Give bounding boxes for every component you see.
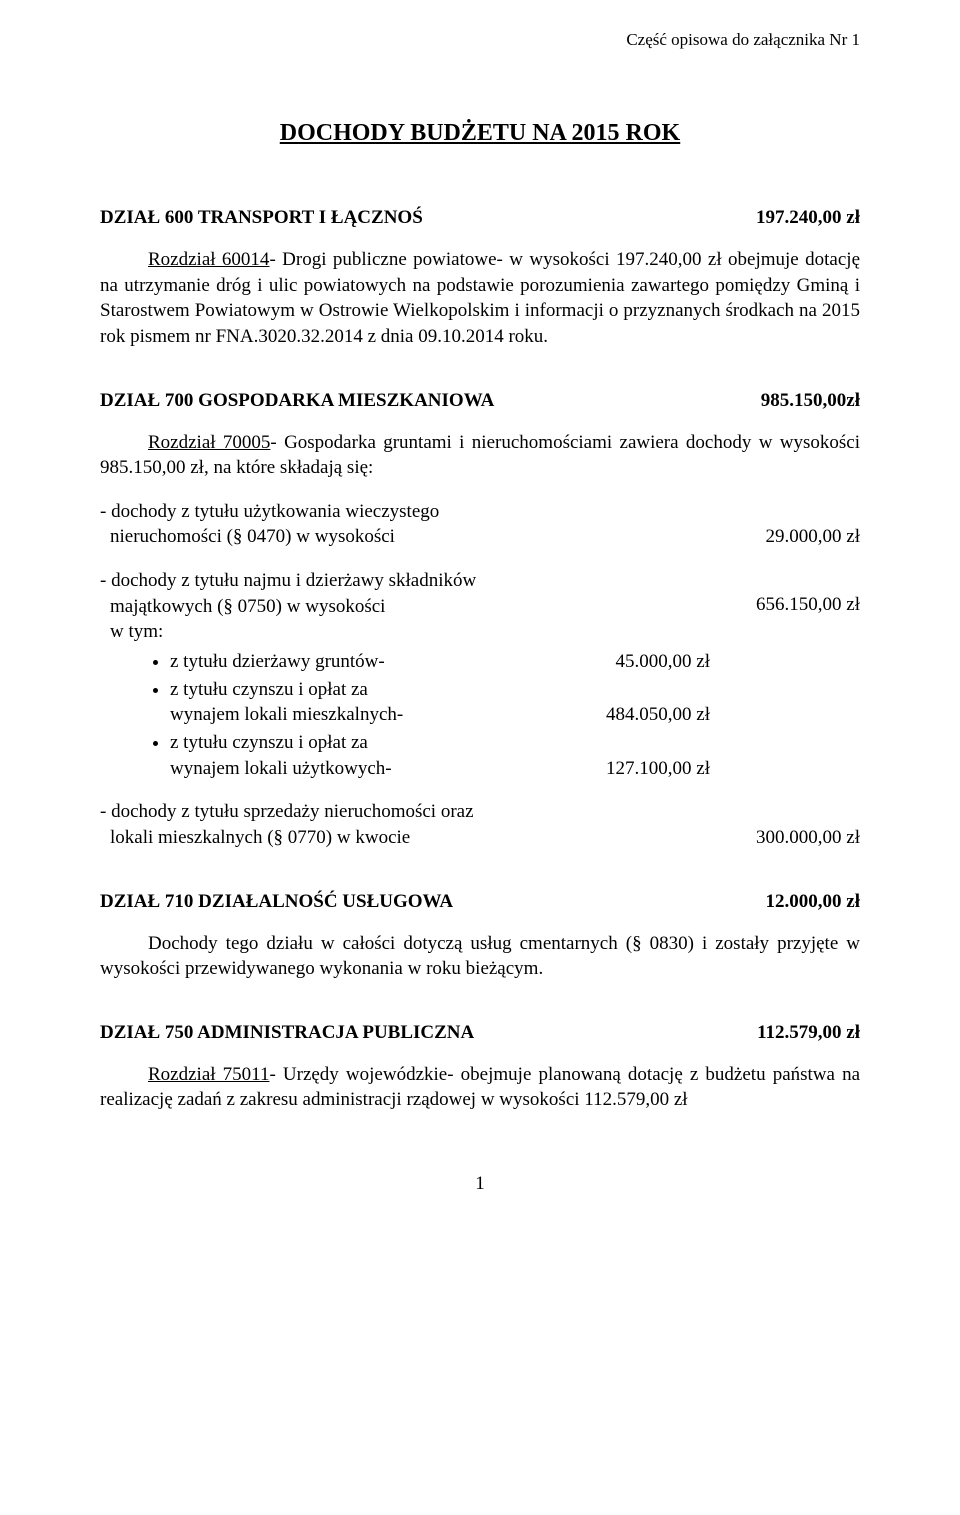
breakdown-list: z tytułu dzierżawy gruntów- 45.000,00 zł… [100, 649, 860, 781]
chapter-75011-label: Rozdział 75011 [148, 1064, 269, 1085]
bullet-commercial-amount: 127.100,00 zł [606, 756, 710, 782]
section-600-amount: 197.240,00 zł [756, 207, 860, 229]
section-750-heading: DZIAŁ 750 ADMINISTRACJA PUBLICZNA 112.57… [100, 1022, 860, 1044]
list-item: z tytułu czynszu i opłat za wynajem loka… [170, 677, 860, 728]
chapter-60014-label: Rozdział 60014 [148, 249, 269, 270]
bullet-lease-land-amount: 45.000,00 zł [616, 649, 710, 675]
bullet-commercial-label: wynajem lokali użytkowych- [170, 756, 606, 782]
income-item-0770-line2: lokali mieszkalnych (§ 0770) w kwocie [100, 825, 736, 851]
section-600-title: DZIAŁ 600 TRANSPORT I ŁĄCZNOŚ [100, 207, 423, 229]
income-item-0770-line1: - dochody z tytułu sprzedaży nieruchomoś… [100, 799, 736, 825]
bullet-commercial-line1: z tytułu czynszu i opłat za [170, 730, 860, 756]
bullet-residential-amount: 484.050,00 zł [606, 702, 710, 728]
section-710-title: DZIAŁ 710 DZIAŁALNOŚĆ USŁUGOWA [100, 891, 453, 913]
list-item: z tytułu czynszu i opłat za wynajem loka… [170, 730, 860, 781]
income-item-0470-line2: nieruchomości (§ 0470) w wysokości [100, 524, 746, 550]
income-item-0470-line1: - dochody z tytułu użytkowania wieczyste… [100, 499, 746, 525]
bullet-residential-line1: z tytułu czynszu i opłat za [170, 677, 860, 703]
income-item-0470: - dochody z tytułu użytkowania wieczyste… [100, 499, 860, 550]
document-page: Część opisowa do załącznika Nr 1 DOCHODY… [0, 0, 960, 1235]
chapter-70005-label: Rozdział 70005 [148, 432, 270, 453]
section-710-amount: 12.000,00 zł [766, 891, 860, 913]
section-700-title: DZIAŁ 700 GOSPODARKA MIESZKANIOWA [100, 390, 494, 412]
income-item-0770-amount: 300.000,00 zł [756, 825, 860, 851]
income-item-0770: - dochody z tytułu sprzedaży nieruchomoś… [100, 799, 860, 850]
section-700-heading: DZIAŁ 700 GOSPODARKA MIESZKANIOWA 985.15… [100, 390, 860, 412]
list-item: z tytułu dzierżawy gruntów- 45.000,00 zł [170, 649, 860, 675]
attachment-header: Część opisowa do załącznika Nr 1 [100, 30, 860, 50]
section-750-body: Rozdział 75011- Urzędy wojewódzkie- obej… [100, 1062, 860, 1113]
section-600-heading: DZIAŁ 600 TRANSPORT I ŁĄCZNOŚ 197.240,00… [100, 207, 860, 229]
section-750-title: DZIAŁ 750 ADMINISTRACJA PUBLICZNA [100, 1022, 474, 1044]
income-item-0470-amount: 29.000,00 zł [766, 524, 860, 550]
main-title: DOCHODY BUDŻETU NA 2015 ROK [100, 120, 860, 147]
page-number: 1 [100, 1173, 860, 1195]
income-item-0750-line2: majątkowych (§ 0750) w wysokości [100, 594, 736, 620]
income-item-0750-line1: - dochody z tytułu najmu i dzierżawy skł… [100, 568, 736, 594]
section-710-heading: DZIAŁ 710 DZIAŁALNOŚĆ USŁUGOWA 12.000,00… [100, 891, 860, 913]
income-item-0750: - dochody z tytułu najmu i dzierżawy skł… [100, 568, 860, 645]
section-700-intro: Rozdział 70005- Gospodarka gruntami i ni… [100, 430, 860, 481]
income-item-0750-amount: 656.150,00 zł [756, 592, 860, 645]
section-600-body: Rozdział 60014- Drogi publiczne powiatow… [100, 247, 860, 350]
section-750-amount: 112.579,00 zł [757, 1022, 860, 1044]
section-710-body: Dochody tego działu w całości dotyczą us… [100, 931, 860, 982]
section-700-amount: 985.150,00zł [761, 390, 860, 412]
bullet-residential-label: wynajem lokali mieszkalnych- [170, 702, 606, 728]
including-label: w tym: [100, 619, 736, 645]
bullet-lease-land-label: z tytułu dzierżawy gruntów- [170, 649, 616, 675]
